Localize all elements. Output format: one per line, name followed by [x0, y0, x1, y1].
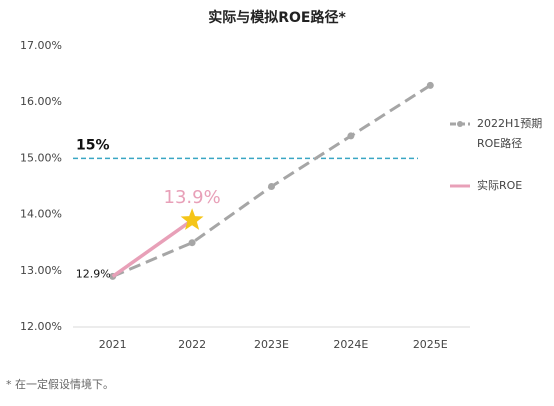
- data-label: 12.9%: [76, 267, 111, 280]
- y-tick-label: 16.00%: [20, 95, 62, 108]
- series-line: [112, 84, 432, 278]
- point: [268, 183, 275, 190]
- y-tick-label: 12.00%: [20, 320, 62, 333]
- y-tick-label: 13.00%: [20, 264, 62, 277]
- y-tick-label: 17.00%: [20, 39, 62, 52]
- data-label: 13.9%: [164, 187, 221, 208]
- y-tick-label: 14.00%: [20, 208, 62, 221]
- star-marker: [180, 208, 204, 230]
- point: [188, 239, 196, 247]
- x-tick-label: 2024E: [333, 338, 368, 351]
- y-tick-label: 15.00%: [20, 151, 62, 164]
- legend-label: 实际ROE: [477, 179, 523, 192]
- footnote: * 在一定假设情境下。: [6, 377, 114, 391]
- x-tick-label: 2021: [99, 338, 127, 351]
- legend-label: 2022H1预期ROE路径: [477, 117, 543, 150]
- reference-label: 15%: [76, 137, 110, 153]
- legend-dot: [457, 121, 463, 127]
- x-tick-label: 2022: [178, 338, 206, 351]
- series-line: [111, 218, 194, 278]
- x-tick-label: 2025E: [413, 338, 448, 351]
- chart-title: 实际与模拟ROE路径*: [208, 9, 346, 26]
- point: [426, 81, 434, 89]
- point: [347, 132, 355, 140]
- x-tick-label: 2023E: [254, 338, 289, 351]
